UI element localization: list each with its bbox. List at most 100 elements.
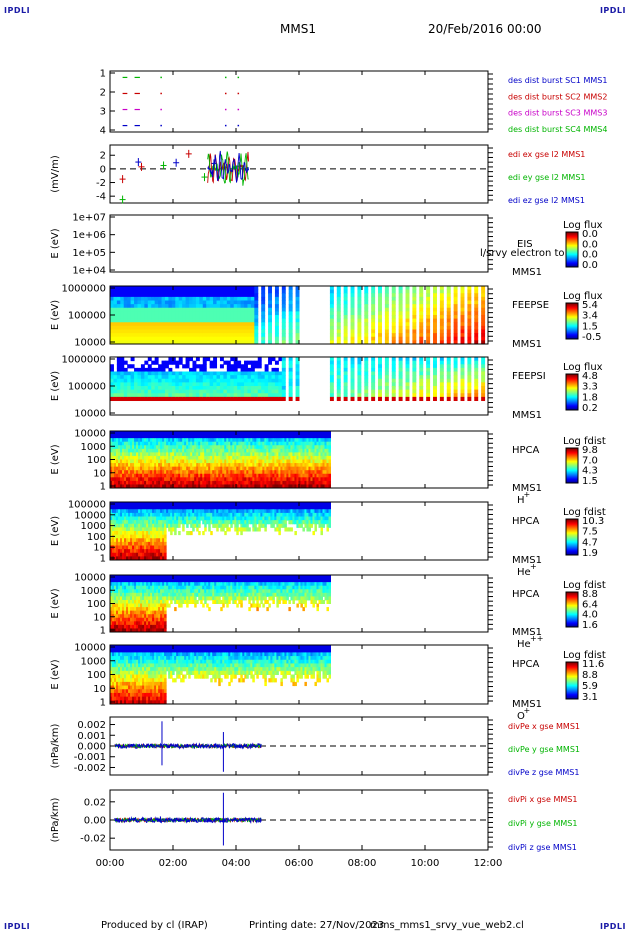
spectro-cell — [314, 459, 317, 464]
spectro-cell — [171, 318, 176, 323]
spectro-cell — [256, 448, 259, 453]
spectro-cell — [350, 378, 355, 383]
spectro-cell — [174, 509, 177, 514]
spectro-cell — [110, 304, 114, 309]
overlay-text-eis: l/srvy electron to — [480, 248, 565, 259]
spectro-cell — [150, 505, 153, 510]
spectro-cell — [250, 502, 253, 507]
colorbar-frame-hpca_h — [565, 447, 579, 484]
spectro-cell — [398, 318, 403, 323]
spectro-cell — [240, 477, 243, 482]
spectro-cell — [467, 367, 472, 373]
spectro-cell — [302, 434, 305, 439]
spectro-cell — [254, 300, 259, 305]
spectro-cell — [206, 438, 209, 443]
spectro-cell — [216, 300, 221, 305]
spectro-cell — [237, 322, 242, 327]
spectro-cell — [398, 364, 403, 369]
spectro-cell — [220, 480, 223, 485]
spectro-cell — [114, 463, 117, 468]
spectro-cell — [128, 431, 131, 436]
spectro-cell — [200, 445, 203, 450]
spectro-cell — [371, 318, 376, 323]
spectro-cell — [481, 396, 486, 402]
spectro-cell — [246, 445, 249, 450]
spectro-cell — [184, 470, 187, 475]
spectro-cell — [182, 505, 185, 510]
spectro-cell — [306, 477, 309, 482]
spectro-cell — [110, 466, 113, 471]
spectro-cell — [123, 286, 128, 291]
spectro-cell — [209, 386, 214, 391]
spectro-cell — [439, 307, 444, 312]
spectro-cell — [254, 434, 257, 439]
spectro-cell — [426, 311, 431, 316]
spectro-cell — [228, 516, 231, 521]
spectro-cell — [247, 286, 252, 291]
spectro-cell — [391, 336, 396, 341]
spectro-cell — [357, 357, 362, 362]
spectro-cell — [130, 441, 133, 446]
spectro-cell — [296, 431, 299, 436]
spectro-cell — [120, 505, 123, 510]
spectro-cell — [182, 396, 187, 402]
spectro-cell — [126, 473, 129, 478]
spectro-cell — [164, 445, 167, 450]
spectro-cell — [216, 502, 219, 507]
spectro-cell — [233, 375, 238, 380]
spectro-cell — [174, 516, 177, 521]
spectro-cell — [242, 516, 245, 521]
spectro-cell — [120, 448, 123, 453]
spectro-cell — [224, 509, 227, 514]
spectro-cell — [280, 473, 283, 478]
spectro-cell — [162, 445, 165, 450]
spectro-cell — [206, 520, 209, 525]
spectro-cell — [130, 516, 133, 521]
spectro-cell — [134, 304, 138, 309]
spectro-cell — [154, 375, 159, 380]
spectro-cell — [176, 509, 179, 514]
spectro-cell — [258, 509, 261, 514]
spectro-cell — [250, 431, 253, 436]
spectro-cell — [114, 549, 117, 554]
spectro-cell — [248, 452, 251, 457]
spectro-cell — [120, 304, 125, 309]
spectro-cell — [286, 512, 289, 518]
spectro-cell — [180, 448, 183, 453]
spectro-cell — [166, 441, 169, 446]
spectro-cell — [196, 441, 199, 446]
spectro-cell — [258, 466, 261, 471]
spectro-cell — [433, 318, 437, 323]
spectro-cell — [433, 386, 437, 391]
spectro-cell — [228, 520, 231, 525]
spectro-cell — [130, 448, 133, 453]
spectro-cell — [110, 520, 113, 525]
spectro-cell — [258, 473, 261, 478]
spectro-cell — [357, 307, 362, 312]
spectro-cell — [238, 505, 241, 510]
spectro-cell — [168, 459, 171, 464]
spectro-cell — [116, 311, 121, 316]
spectro-cell — [137, 325, 142, 331]
spectro-cell — [134, 484, 137, 489]
spectro-cell — [154, 357, 159, 362]
spectro-cell — [204, 484, 207, 489]
spectro-cell — [199, 304, 204, 309]
spectro-cell — [168, 389, 173, 394]
spectro-cell — [168, 325, 173, 331]
spectro-cell — [190, 445, 193, 450]
spectro-cell — [350, 318, 355, 323]
spectro-cell — [256, 459, 259, 464]
spectro-cell — [230, 382, 235, 387]
spectro-cell — [439, 322, 444, 327]
spectro-cell — [244, 318, 248, 323]
spectro-cell — [274, 434, 277, 439]
spectro-cell — [113, 315, 118, 320]
spectro-cell — [276, 527, 279, 532]
spectro-cell — [292, 480, 295, 485]
spectro-cell — [112, 470, 115, 475]
y-tick-label: 10000 — [74, 338, 106, 349]
spectro-cell — [196, 523, 199, 528]
spectro-cell — [118, 484, 121, 489]
spectro-cell — [274, 505, 277, 510]
